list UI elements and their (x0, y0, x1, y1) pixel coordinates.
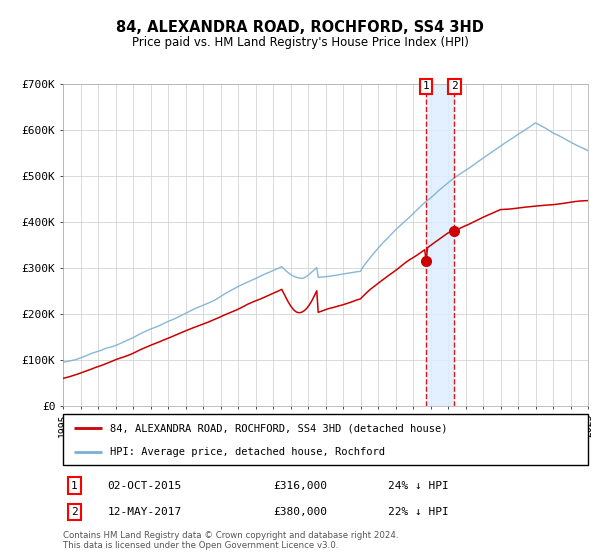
Text: 1: 1 (423, 81, 430, 91)
Text: HPI: Average price, detached house, Rochford: HPI: Average price, detached house, Roch… (110, 447, 385, 457)
Text: 84, ALEXANDRA ROAD, ROCHFORD, SS4 3HD (detached house): 84, ALEXANDRA ROAD, ROCHFORD, SS4 3HD (d… (110, 423, 448, 433)
Text: 24% ↓ HPI: 24% ↓ HPI (389, 480, 449, 491)
Text: 2: 2 (451, 81, 458, 91)
Text: 84, ALEXANDRA ROAD, ROCHFORD, SS4 3HD: 84, ALEXANDRA ROAD, ROCHFORD, SS4 3HD (116, 20, 484, 35)
Text: 2: 2 (71, 507, 77, 517)
Text: 22% ↓ HPI: 22% ↓ HPI (389, 507, 449, 517)
Bar (426, 84, 454, 406)
Text: Contains HM Land Registry data © Crown copyright and database right 2024.
This d: Contains HM Land Registry data © Crown c… (63, 531, 398, 550)
Text: £316,000: £316,000 (273, 480, 327, 491)
Text: £380,000: £380,000 (273, 507, 327, 517)
Text: 12-MAY-2017: 12-MAY-2017 (107, 507, 182, 517)
Text: Price paid vs. HM Land Registry's House Price Index (HPI): Price paid vs. HM Land Registry's House … (131, 36, 469, 49)
Text: 1: 1 (71, 480, 77, 491)
Text: 02-OCT-2015: 02-OCT-2015 (107, 480, 182, 491)
FancyBboxPatch shape (63, 414, 588, 465)
